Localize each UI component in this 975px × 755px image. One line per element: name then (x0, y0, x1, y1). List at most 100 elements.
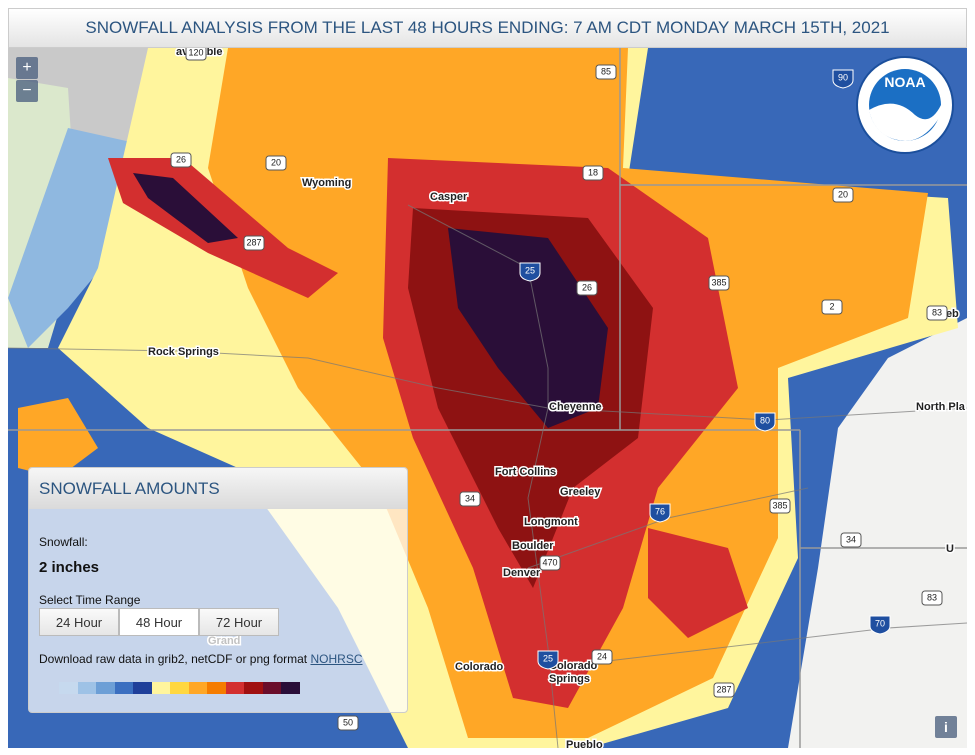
highway-number: 34 (846, 534, 856, 544)
legend-swatch (151, 682, 170, 694)
highway-shield: 20 (832, 187, 854, 203)
shield-shape (832, 187, 854, 203)
highway-shield: 385 (708, 275, 730, 291)
highway-shields: 120 85 90 26 20 18 287 25 26 385 20 2 83 80 34 76 385 34 4… (170, 48, 948, 731)
highway-number: 385 (772, 500, 787, 510)
highway-number: 90 (838, 72, 848, 82)
highway-shield: 25 (537, 650, 559, 670)
shield-shape (649, 503, 671, 523)
legend-swatch (59, 682, 78, 694)
shield-shape (576, 280, 598, 296)
highway-shield: 24 (591, 649, 613, 665)
range-label: Select Time Range (39, 593, 141, 607)
shield-shape (337, 715, 359, 731)
shield-shape (840, 532, 862, 548)
place-label: Fort Collins (495, 466, 556, 478)
highway-shield: 50 (337, 715, 359, 731)
highway-number: 2 (829, 301, 834, 311)
logo-text: NOAA (884, 74, 925, 90)
highway-shield: 83 (921, 590, 943, 606)
legend-swatch (96, 682, 115, 694)
highway-number: 85 (601, 66, 611, 76)
highway-shield: 25 (519, 262, 541, 282)
legend-swatch (225, 682, 244, 694)
shield-shape (265, 155, 287, 171)
highway-shield: 26 (170, 152, 192, 168)
highway-number: 26 (582, 282, 592, 292)
highway-number: 385 (711, 277, 726, 287)
shield-shape (754, 412, 776, 432)
place-label: U (946, 543, 954, 555)
panel-title: SNOWFALL AMOUNTS (29, 468, 407, 509)
snow-orange (18, 398, 98, 478)
shield-shape (713, 682, 735, 698)
legend-swatch (133, 682, 152, 694)
info-button[interactable]: i (935, 716, 957, 738)
field-label: Snowfall: (39, 535, 88, 549)
snow-red (648, 528, 748, 638)
highway-shield: 80 (754, 412, 776, 432)
zoom-in[interactable]: + (16, 57, 38, 79)
legend-swatch (114, 682, 133, 694)
highway-shield: 85 (595, 64, 617, 80)
legend-swatch (281, 682, 300, 694)
highway-number: 50 (343, 717, 353, 727)
place-label: Casper (430, 191, 468, 203)
highway-shield: 34 (840, 532, 862, 548)
highway-number: 287 (716, 684, 731, 694)
download-text: Download raw data in grib2, netCDF or pn… (39, 652, 308, 666)
highway-shield: 34 (459, 491, 481, 507)
legend-swatch (244, 682, 263, 694)
shield-shape (537, 650, 559, 670)
highway-shield: 90 (832, 69, 854, 89)
place-label: Denver (503, 567, 541, 579)
snow-max (448, 228, 608, 428)
range-buttons: 24 Hour 48 Hour 72 Hour (39, 608, 279, 636)
shield-shape (185, 48, 207, 61)
highway-number: 18 (588, 167, 598, 177)
range-button[interactable]: 48 Hour (119, 608, 199, 636)
shield-shape (459, 491, 481, 507)
place-label: Boulder (512, 540, 554, 552)
page-title: SNOWFALL ANALYSIS FROM THE LAST 48 HOURS… (8, 8, 967, 48)
shield-shape (921, 590, 943, 606)
place-label: Colorado (549, 660, 598, 672)
highway-shield: 2 (821, 299, 843, 315)
place-label: Pueblo (566, 739, 603, 748)
highway-shield: 18 (582, 165, 604, 181)
shield-shape (243, 235, 265, 251)
legend-panel: SNOWFALL AMOUNTS Snowfall: 2 inches Sele… (28, 467, 408, 713)
shield-shape (519, 262, 541, 282)
shield-shape (170, 152, 192, 168)
range-button[interactable]: 72 Hour (199, 608, 279, 636)
place-label: Rock Springs (148, 346, 219, 358)
range-button[interactable]: 24 Hour (39, 608, 119, 636)
state-borders (8, 48, 967, 748)
legend-swatch (188, 682, 207, 694)
highway-shield: 70 (869, 615, 891, 635)
highway-shield: 83 (926, 305, 948, 321)
highway-number: 70 (875, 618, 885, 628)
highway-shield: 385 (769, 498, 791, 514)
place-label: Longmont (524, 516, 578, 528)
download-link[interactable]: NOHRSC (310, 652, 363, 666)
legend-swatch (207, 682, 226, 694)
highway-number: 25 (543, 653, 553, 663)
place-label: Cheyenne (549, 401, 602, 413)
zoom-out[interactable]: − (16, 80, 38, 102)
legend-swatch (77, 682, 96, 694)
download-note: Download raw data in grib2, netCDF or pn… (39, 652, 363, 666)
highway-shield: 287 (243, 235, 265, 251)
noaa-logo: NOAA (856, 56, 954, 154)
shield-shape (869, 615, 891, 635)
shield-shape (539, 555, 561, 571)
highway-shield: 20 (265, 155, 287, 171)
snow-max (133, 173, 238, 243)
highway-number: 83 (932, 307, 942, 317)
shield-shape (832, 69, 854, 89)
place-label: Colorado (455, 661, 504, 673)
highway-number: 470 (542, 557, 557, 567)
shield-shape (769, 498, 791, 514)
legend-swatch (170, 682, 189, 694)
highway-number: 20 (838, 189, 848, 199)
